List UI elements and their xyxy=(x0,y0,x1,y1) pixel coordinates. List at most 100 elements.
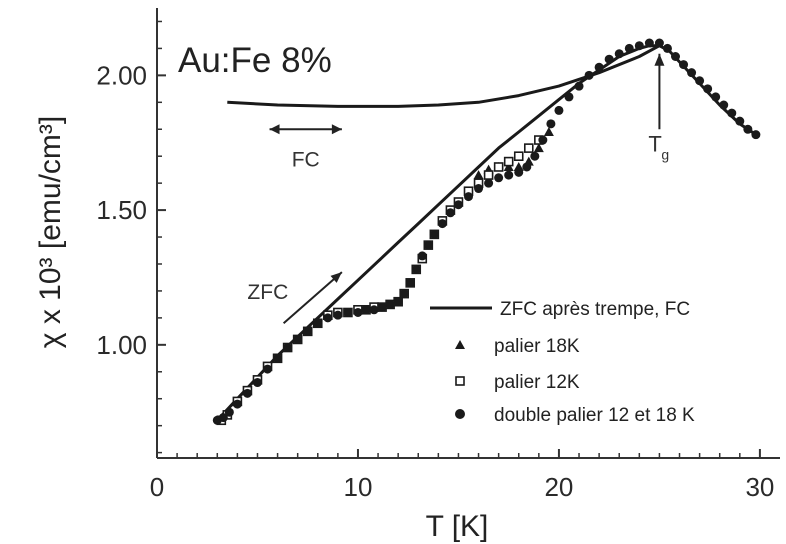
data-point-palier-12k xyxy=(513,151,524,162)
data-point-palier-18k xyxy=(473,170,484,180)
data-point-double-palier xyxy=(564,92,574,102)
fc-arrow-head-left xyxy=(269,124,280,135)
data-point-double-palier xyxy=(751,130,761,140)
x-tick-label: 30 xyxy=(745,472,774,502)
zfc-arrow-line xyxy=(282,271,343,325)
data-point-double-palier xyxy=(385,299,395,309)
data-point-double-palier xyxy=(283,343,293,353)
data-point-double-palier xyxy=(377,302,387,312)
data-point-double-palier xyxy=(464,192,473,202)
y-axis-title: χ x 10³ [emu/cm³] xyxy=(34,116,67,348)
x-tick-label: 0 xyxy=(150,472,164,502)
data-point-double-palier xyxy=(574,81,584,91)
data-point-double-palier xyxy=(687,68,697,78)
fc-arrow-head-right xyxy=(331,124,342,135)
data-point-palier-18k xyxy=(533,143,544,153)
data-point-double-palier xyxy=(546,119,556,129)
data-point-double-palier xyxy=(323,313,333,323)
data-point-double-palier xyxy=(218,413,228,423)
tg-arrow-head xyxy=(654,53,665,66)
data-point-double-palier xyxy=(554,105,564,115)
data-point-double-palier xyxy=(437,219,447,229)
data-point-double-palier xyxy=(252,378,262,388)
legend-square-swatch xyxy=(455,376,465,386)
data-point-double-palier xyxy=(474,184,484,194)
data-point-double-palier xyxy=(634,41,644,51)
data-point-double-palier xyxy=(538,135,548,145)
y-tick-label: 1.50 xyxy=(96,195,147,225)
data-point-double-palier xyxy=(743,124,753,134)
data-point-double-palier xyxy=(343,307,353,317)
data-point-double-palier xyxy=(405,278,415,288)
data-point-double-palier xyxy=(484,178,494,188)
data-point-double-palier xyxy=(423,240,433,250)
data-point-double-palier xyxy=(514,167,524,177)
data-point-double-palier xyxy=(445,208,455,218)
data-point-palier-12k xyxy=(523,143,534,153)
data-point-double-palier xyxy=(399,289,409,299)
data-point-double-palier xyxy=(411,264,421,274)
data-point-double-palier xyxy=(735,116,745,126)
legend-label: ZFC après trempe, FC xyxy=(500,299,690,320)
x-tick-label: 20 xyxy=(544,472,573,502)
data-point-palier-18k xyxy=(503,161,514,171)
y-tick-label: 2.00 xyxy=(96,60,147,90)
data-point-double-palier xyxy=(719,100,729,110)
data-point-double-palier xyxy=(224,407,234,417)
legend-label: palier 18K xyxy=(494,336,580,357)
data-point-double-palier xyxy=(273,353,283,363)
data-point-palier-12k xyxy=(503,156,514,167)
x-tick-label: 10 xyxy=(344,472,373,502)
data-point-double-palier xyxy=(530,151,540,161)
data-point-double-palier xyxy=(494,173,504,183)
zfc-label: ZFC xyxy=(247,281,288,304)
data-point-double-palier xyxy=(369,305,379,315)
data-point-palier-12k xyxy=(493,162,504,172)
y-tick-label: 1.00 xyxy=(96,330,147,360)
data-point-double-palier xyxy=(670,52,680,62)
tg-subscript: g xyxy=(661,146,669,162)
data-point-double-palier xyxy=(594,62,604,72)
x-axis-title: T [K] xyxy=(426,510,489,543)
data-point-double-palier xyxy=(644,38,654,48)
data-point-double-palier xyxy=(662,43,672,53)
data-point-palier-12k xyxy=(483,170,494,180)
data-point-double-palier xyxy=(393,297,403,307)
data-point-double-palier xyxy=(624,43,634,53)
data-point-double-palier xyxy=(654,38,664,48)
annotations: FC ZFC T g xyxy=(247,53,669,325)
series-line-zfc-fc xyxy=(227,44,661,108)
legend-label: palier 12K xyxy=(494,372,580,393)
data-point-double-palier xyxy=(614,49,624,59)
legend-label: double palier 12 et 18 K xyxy=(494,405,695,426)
fc-label: FC xyxy=(292,148,320,171)
tg-label: T xyxy=(648,131,661,156)
data-point-double-palier xyxy=(703,84,713,94)
data-point-double-palier xyxy=(679,60,689,70)
data-point-double-palier xyxy=(604,54,614,64)
data-point-double-palier xyxy=(333,310,343,320)
data-point-double-palier xyxy=(453,200,463,210)
data-point-double-palier xyxy=(417,251,427,261)
axis-ticks: 0 10 20 30 1.00 1.50 2.00 xyxy=(96,20,774,502)
data-point-double-palier xyxy=(522,162,532,172)
data-point-double-palier xyxy=(429,229,439,239)
data-point-double-palier xyxy=(242,388,252,398)
data-point-double-palier xyxy=(353,307,363,317)
data-point-double-palier xyxy=(232,399,242,409)
data-point-double-palier xyxy=(711,92,721,102)
legend-circle-swatch xyxy=(455,409,465,419)
data-point-double-palier xyxy=(313,318,323,328)
data-point-palier-18k xyxy=(543,126,554,136)
data-point-double-palier xyxy=(303,326,313,336)
legend: ZFC après trempe, FC palier 18K palier 12K… xyxy=(430,299,695,426)
chart-title: Au:Fe 8% xyxy=(178,41,332,80)
data-point-double-palier xyxy=(695,76,705,86)
data-point-double-palier xyxy=(263,364,273,374)
legend-triangle-swatch xyxy=(455,340,465,349)
data-point-double-palier xyxy=(293,334,303,344)
data-point-double-palier xyxy=(504,170,514,180)
data-point-double-palier xyxy=(727,108,737,118)
plot-frame xyxy=(156,8,780,459)
